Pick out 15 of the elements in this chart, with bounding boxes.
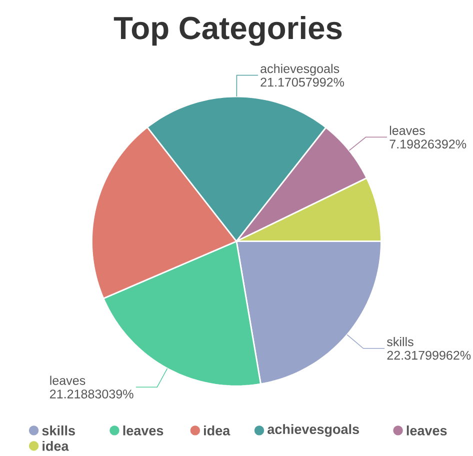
legend-label: skills (42, 426, 75, 436)
legend-label: leaves (406, 426, 447, 436)
data-label: 7.19826392% (390, 140, 466, 149)
legend-label: idea (42, 441, 69, 452)
legend-label: leaves (123, 426, 164, 436)
slice-label: leaves (390, 126, 425, 136)
data-label: 21.17057992% (260, 78, 344, 87)
legend-label: achievesgoals (268, 424, 359, 437)
data-label: 21.21883039% (50, 390, 134, 399)
slice-label: achievesgoals (260, 64, 340, 76)
slice-label: skills (387, 337, 414, 346)
chart-title: Top Categories (114, 16, 342, 46)
legend-label: idea (204, 426, 230, 436)
slice-label: leaves (50, 376, 86, 386)
data-label: 22.31799962% (387, 351, 471, 360)
